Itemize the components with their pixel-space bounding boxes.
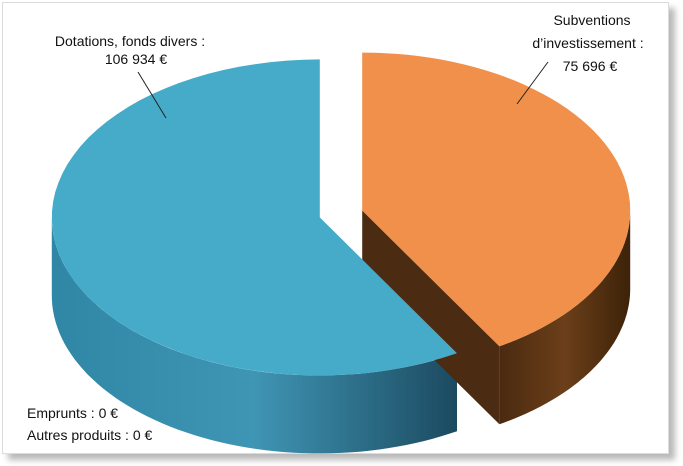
slice-subventions-d-investissement <box>362 52 631 347</box>
dotations-leader-line <box>137 71 167 119</box>
subventions-label-line2: d’investissement : <box>532 35 643 51</box>
slice-cut-subventions-d-investissement <box>362 210 500 425</box>
dotations-label-line1: Dotations, fonds divers : <box>55 33 205 49</box>
subventions-leader-line <box>516 61 549 105</box>
slice-side-subventions-d-investissement <box>499 209 631 425</box>
dotations-label-value: 106 934 € <box>105 51 167 67</box>
autres-produits-label: Autres produits : 0 € <box>27 427 153 443</box>
subventions-label-value: 75 696 € <box>563 58 618 74</box>
slice-dotations-fonds-divers <box>51 59 458 376</box>
emprunts-label: Emprunts : 0 € <box>27 405 118 421</box>
subventions-label-line1: Subventions <box>553 12 630 28</box>
slice-side-dotations-fonds-divers <box>51 216 458 454</box>
